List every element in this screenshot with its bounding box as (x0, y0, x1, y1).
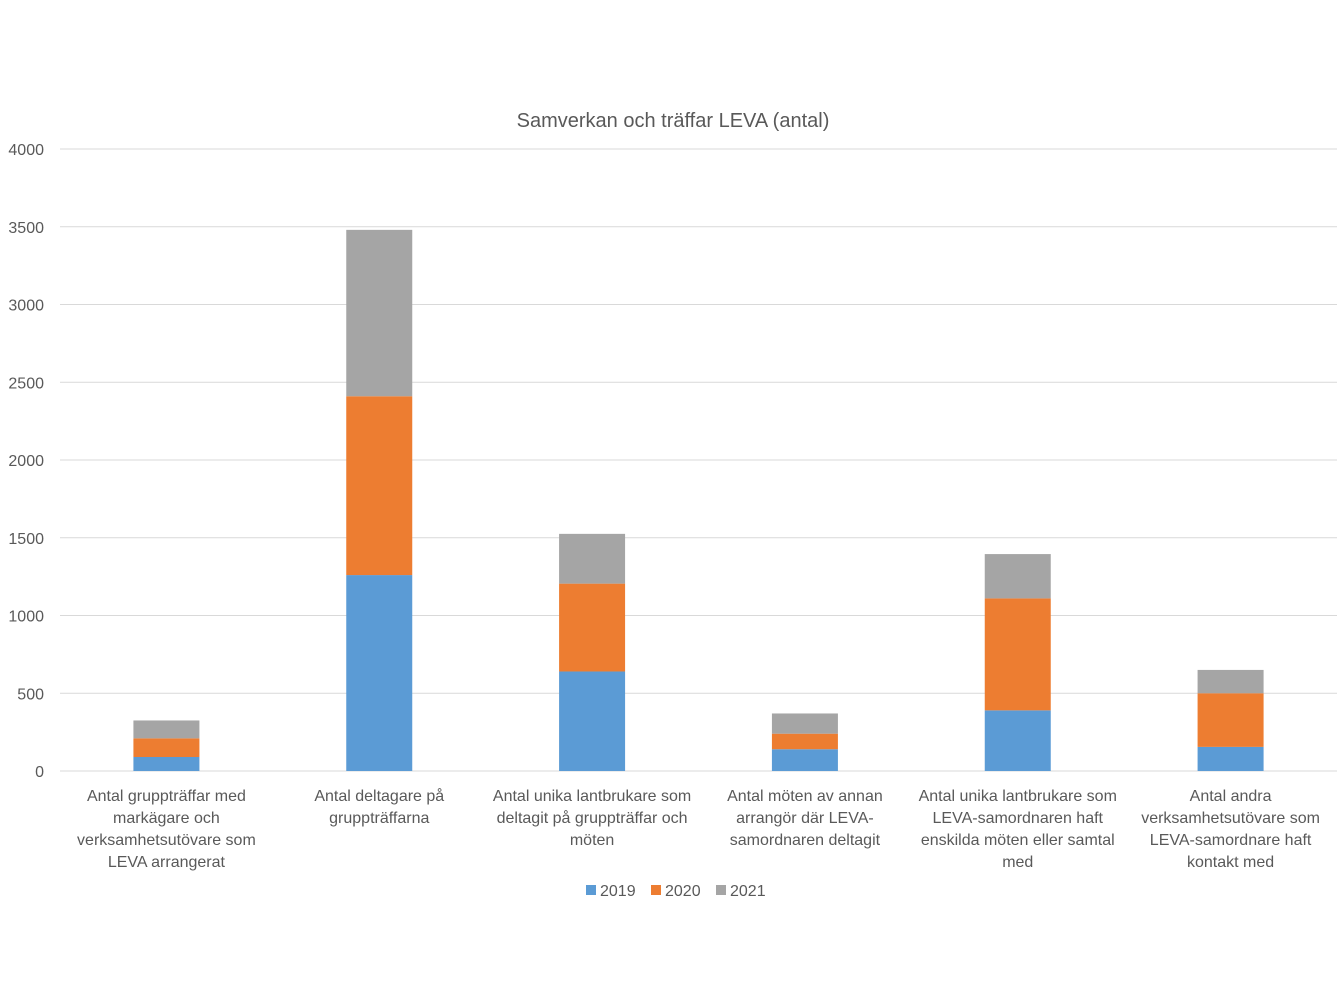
bar-segment-2021 (771, 713, 838, 734)
x-category-line: med (1002, 854, 1033, 871)
y-tick-label: 3500 (8, 220, 44, 237)
bar-segment-2021 (984, 554, 1051, 599)
legend-item-2021: 2021 (716, 883, 766, 900)
x-category-line: verksamhetsutövare som (77, 832, 256, 849)
y-axis-ticks: 0 500 1000 1500 2000 2500 3000 3500 4000 (8, 142, 44, 781)
y-tick-label: 1000 (8, 609, 44, 626)
legend-label: 2020 (665, 883, 701, 900)
legend-swatch (651, 885, 661, 895)
x-category-label: Antal deltagare på gruppträffarna (314, 787, 444, 827)
x-category-line: Antal gruppträffar med (87, 788, 246, 805)
y-tick-label: 2000 (8, 453, 44, 470)
x-category-line: Antal andra (1190, 788, 1272, 805)
x-category-line: deltagit på gruppträffar och (497, 809, 688, 827)
bar-segment-2019 (559, 671, 626, 771)
x-category-line: markägare och (113, 810, 220, 827)
bar-segment-2020 (133, 738, 200, 758)
legend-swatch (716, 885, 726, 895)
bar-segment-2019 (133, 757, 200, 771)
x-category-line: enskilda möten eller samtal (921, 832, 1115, 849)
x-category-label: Antal andra verksamhetsutövare som LEVA-sa… (1141, 788, 1320, 871)
bar-segment-2021 (559, 533, 626, 584)
x-category-line: kontakt med (1187, 854, 1274, 871)
x-category-label: Antal möten av annan arrangör där LEVA-sa… (727, 788, 883, 849)
bar-segment-2019 (771, 749, 838, 771)
y-tick-label: 500 (17, 686, 44, 703)
legend: 2019 2020 2021 (586, 883, 766, 900)
x-category-line: LEVA-samordnaren haft (933, 810, 1104, 827)
x-category-line: Antal unika lantbrukare som (919, 788, 1117, 805)
bar-segment-2020 (771, 733, 838, 750)
x-category-line: Antal deltagare på (314, 787, 444, 805)
x-category-line: LEVA-samordnare haft (1150, 832, 1312, 849)
bars (133, 229, 1264, 771)
x-category-line: LEVA arrangerat (108, 854, 226, 871)
bar-segment-2021 (1197, 669, 1264, 694)
bar-segment-2020 (984, 598, 1051, 711)
x-category-line: samordnaren deltagit (730, 832, 881, 849)
legend-label: 2019 (600, 883, 636, 900)
x-category-label: Antal unika lantbrukare som deltagit på g… (493, 788, 691, 849)
legend-swatch (586, 885, 596, 895)
x-category-line: Antal möten av annan (727, 788, 883, 805)
y-tick-label: 4000 (8, 142, 44, 159)
x-category-line: arrangör där LEVA- (736, 810, 874, 827)
legend-item-2020: 2020 (651, 883, 701, 900)
bar-segment-2019 (1197, 746, 1264, 771)
y-tick-label: 1500 (8, 531, 44, 548)
legend-item-2019: 2019 (586, 883, 636, 900)
bar-segment-2020 (559, 583, 626, 672)
chart-title: Samverkan och träffar LEVA (antal) (517, 110, 830, 132)
bar-segment-2019 (346, 575, 413, 771)
x-category-label: Antal unika lantbrukare som LEVA-samordna… (919, 788, 1117, 871)
bar-segment-2019 (984, 710, 1051, 771)
y-tick-label: 0 (35, 764, 44, 781)
bar-segment-2021 (133, 720, 200, 739)
bar-segment-2020 (1197, 693, 1264, 747)
x-category-line: möten (570, 832, 614, 849)
x-category-label: Antal gruppträffar med markägare och verks… (77, 788, 256, 871)
bar-segment-2021 (346, 229, 413, 397)
x-category-line: gruppträffarna (329, 810, 429, 827)
y-tick-label: 3000 (8, 298, 44, 315)
bar-segment-2020 (346, 396, 413, 576)
legend-label: 2021 (730, 883, 766, 900)
x-category-line: Antal unika lantbrukare som (493, 788, 691, 805)
x-category-line: verksamhetsutövare som (1141, 810, 1320, 827)
gridlines (60, 148, 1337, 772)
y-tick-label: 2500 (8, 375, 44, 392)
x-axis-categories: Antal gruppträffar med markägare och verks… (77, 787, 1320, 871)
